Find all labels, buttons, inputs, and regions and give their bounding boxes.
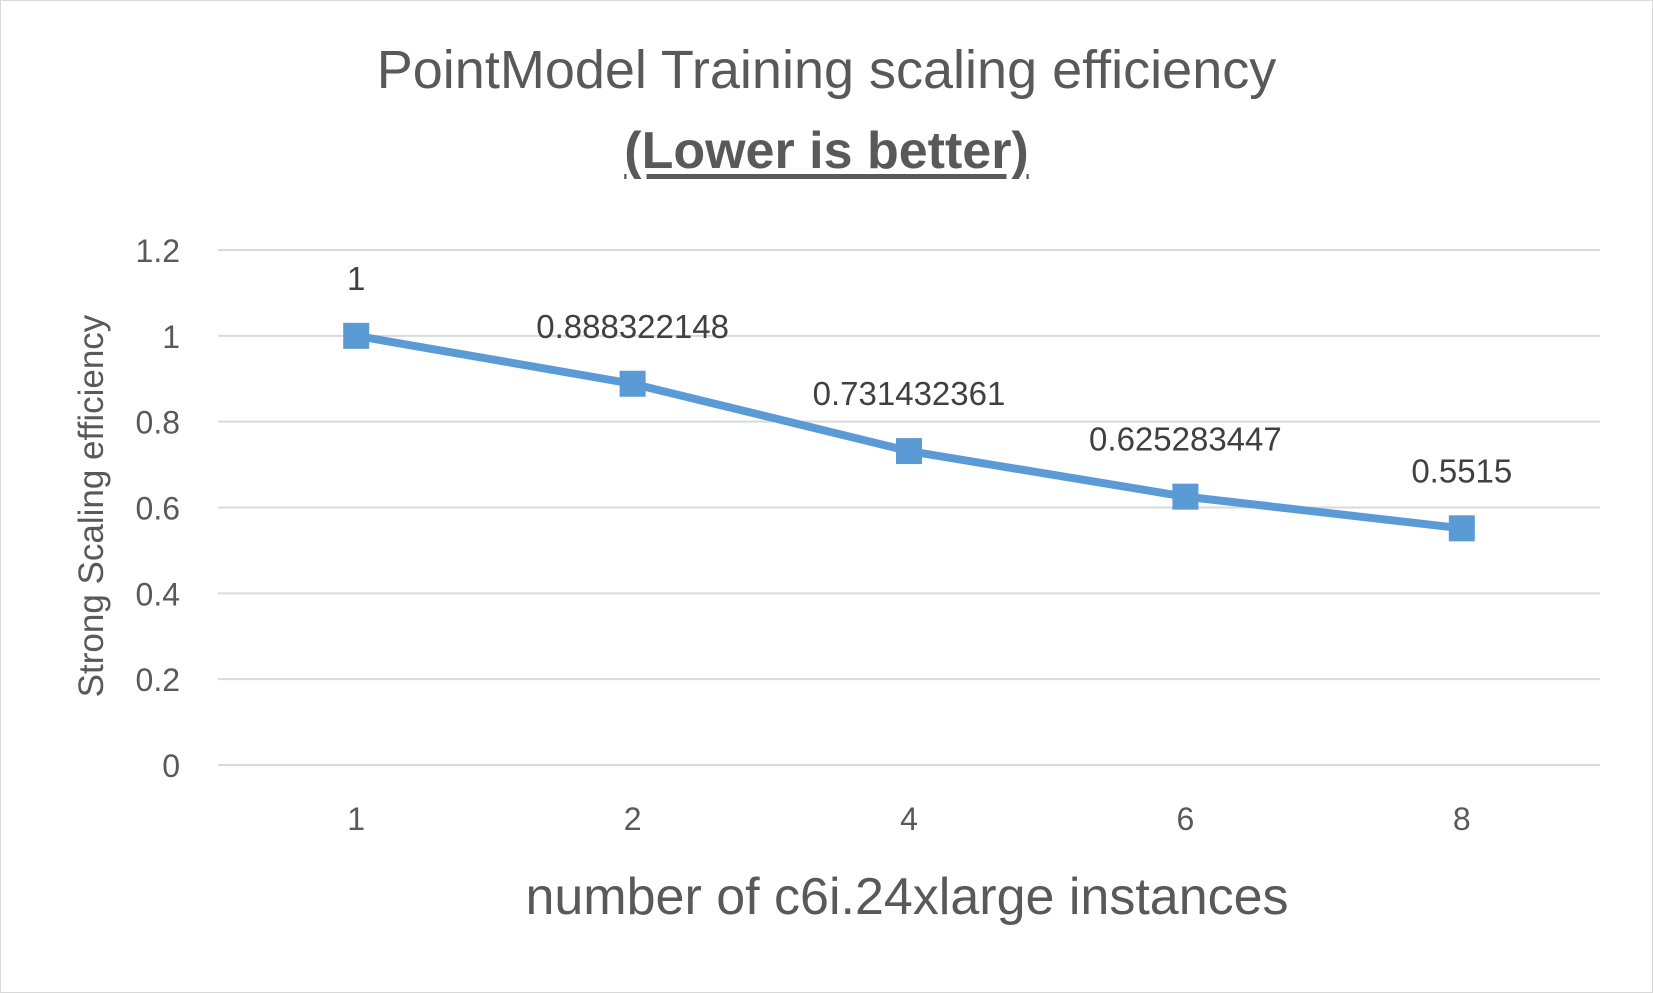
- data-point-marker: [343, 322, 370, 349]
- y-tick-label: 0.4: [136, 576, 180, 612]
- data-label: 1: [347, 260, 365, 297]
- x-tick-label: 6: [1177, 801, 1195, 837]
- data-point-marker: [1172, 483, 1199, 510]
- data-point-marker: [896, 438, 922, 465]
- data-labels: 1 0.888322148 0.731432361 0.625283447 0.5515: [347, 260, 1512, 489]
- x-tick-label: 1: [347, 801, 365, 837]
- x-tick-label: 2: [624, 801, 642, 837]
- series-line-path: [352, 331, 1466, 533]
- x-axis-label: number of c6i.24xlarge instances: [525, 868, 1288, 926]
- data-point-marker: [1448, 515, 1475, 542]
- data-label: 0.731432361: [813, 375, 1006, 412]
- y-tick-label: 0.8: [136, 405, 180, 441]
- data-label: 0.5515: [1411, 452, 1512, 489]
- y-tick-label: 1: [162, 319, 180, 355]
- x-tick-label: 8: [1453, 801, 1471, 837]
- y-tick-label: 0: [162, 748, 180, 784]
- y-tick-labels: 0 0.2 0.4 0.6 0.8 1 1.2: [136, 233, 180, 784]
- y-tick-label: 0.2: [136, 662, 180, 698]
- x-tick-labels: 1 2 4 6 8: [347, 801, 1470, 837]
- y-tick-label: 1.2: [136, 233, 180, 269]
- data-label: 0.625283447: [1089, 421, 1282, 458]
- x-tick-label: 4: [900, 801, 918, 837]
- data-markers: [343, 322, 1475, 542]
- y-axis-label: Strong Scaling efficiency: [72, 314, 111, 697]
- gridlines: [218, 249, 1600, 766]
- y-tick-label: 0.6: [136, 491, 180, 527]
- data-point-marker: [619, 370, 646, 397]
- chart-subtitle: (Lower is better): [624, 122, 1029, 180]
- series-line: [352, 331, 1466, 533]
- chart-title: PointModel Training scaling efficiency: [376, 40, 1277, 100]
- data-label: 0.888322148: [536, 308, 729, 345]
